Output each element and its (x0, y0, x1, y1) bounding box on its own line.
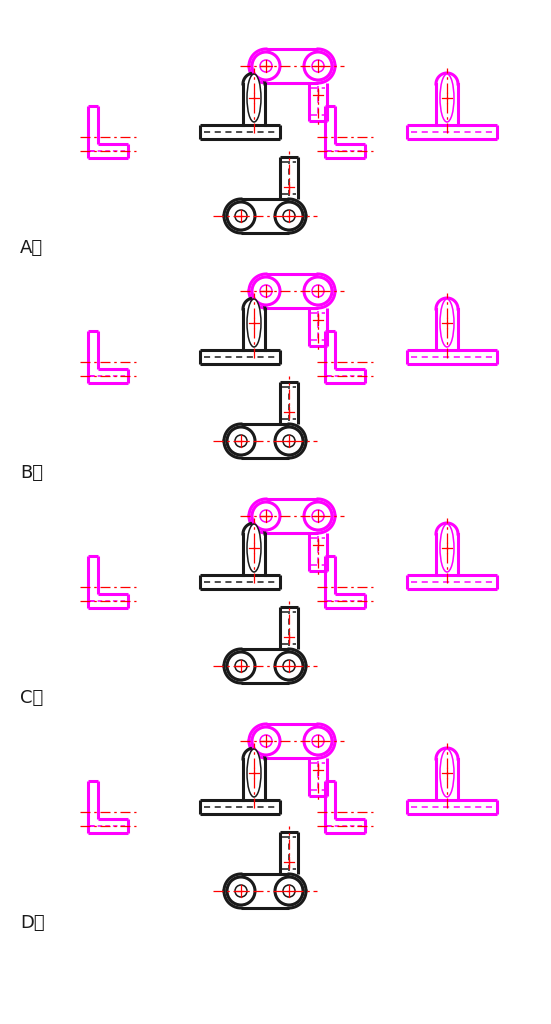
Circle shape (312, 510, 324, 522)
Ellipse shape (440, 299, 454, 347)
Circle shape (275, 652, 303, 680)
Circle shape (260, 510, 272, 522)
Circle shape (260, 735, 272, 746)
Circle shape (304, 727, 332, 755)
Ellipse shape (440, 74, 454, 122)
Circle shape (304, 278, 332, 305)
Circle shape (235, 435, 247, 447)
Ellipse shape (440, 524, 454, 572)
Circle shape (304, 52, 332, 80)
Circle shape (227, 202, 255, 230)
Circle shape (283, 660, 295, 672)
Circle shape (260, 285, 272, 297)
Circle shape (252, 502, 280, 530)
Circle shape (312, 735, 324, 746)
Circle shape (235, 210, 247, 222)
Circle shape (252, 278, 280, 305)
Circle shape (275, 202, 303, 230)
Text: B、: B、 (20, 464, 43, 482)
Circle shape (260, 60, 272, 72)
Circle shape (283, 435, 295, 447)
Circle shape (252, 52, 280, 80)
Circle shape (235, 885, 247, 897)
Circle shape (275, 877, 303, 905)
Circle shape (312, 285, 324, 297)
Text: D、: D、 (20, 914, 45, 932)
Circle shape (275, 427, 303, 455)
Circle shape (283, 210, 295, 222)
Text: C、: C、 (20, 689, 43, 707)
Circle shape (227, 877, 255, 905)
Circle shape (312, 60, 324, 72)
Circle shape (235, 660, 247, 672)
Circle shape (227, 652, 255, 680)
Ellipse shape (247, 749, 261, 797)
Text: A、: A、 (20, 239, 43, 257)
Ellipse shape (440, 749, 454, 797)
Circle shape (227, 427, 255, 455)
Ellipse shape (247, 74, 261, 122)
Ellipse shape (247, 299, 261, 347)
Circle shape (304, 502, 332, 530)
Circle shape (252, 727, 280, 755)
Ellipse shape (247, 524, 261, 572)
Circle shape (283, 885, 295, 897)
